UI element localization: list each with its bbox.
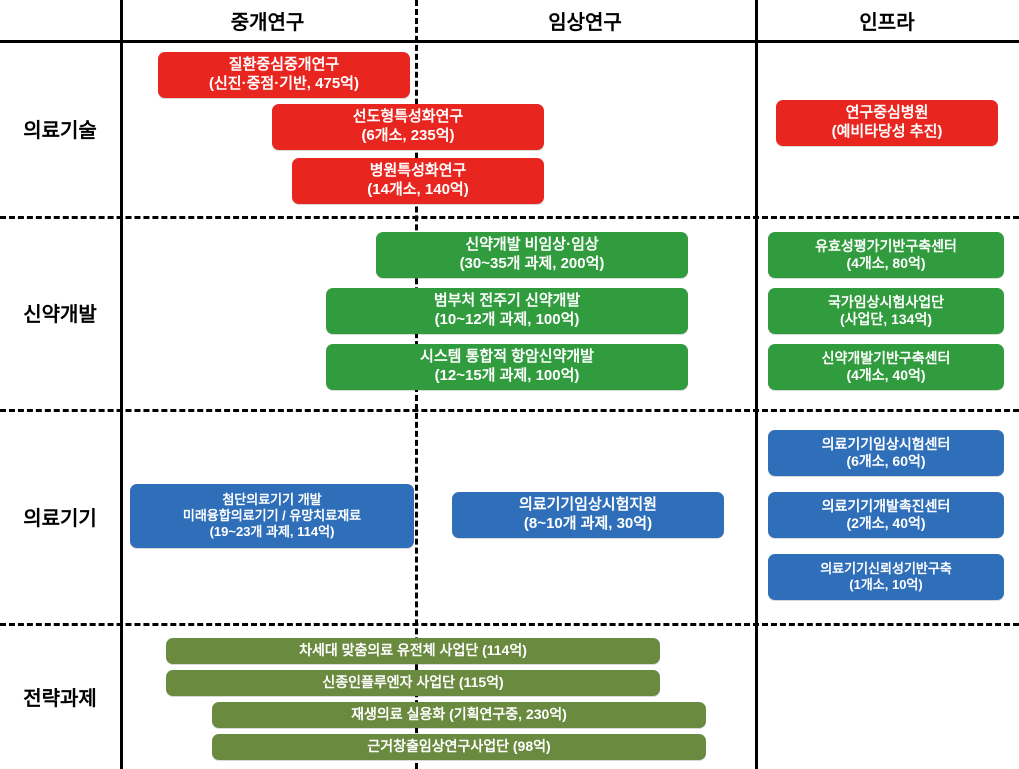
row-label-r4: 전략과제: [0, 623, 120, 769]
box-line: (4개소, 80억): [846, 255, 925, 273]
box-b06: 범부처 전주기 신약개발(10~12개 과제, 100억): [326, 288, 688, 334]
box-b17: 신종인플루엔자 사업단 (115억): [166, 670, 660, 696]
box-b13: 의료기기임상시험센터(6개소, 60억): [768, 430, 1004, 476]
box-b07: 시스템 통합적 항암신약개발(12~15개 과제, 100억): [326, 344, 688, 390]
box-line: (신진·중점·기반, 475억): [209, 75, 359, 94]
box-line: 근거창출임상연구사업단 (98억): [367, 738, 550, 756]
box-line: 차세대 맞춤의료 유전체 사업단 (114억): [299, 642, 527, 660]
box-line: (10~12개 과제, 100억): [435, 311, 580, 330]
row-label-r1: 의료기술: [0, 40, 120, 216]
box-b01: 질환중심중개연구(신진·중점·기반, 475억): [158, 52, 410, 98]
box-line: (6개소, 235억): [361, 127, 454, 146]
box-line: 국가임상시험사업단: [828, 294, 944, 312]
box-line: (12~15개 과제, 100억): [435, 367, 580, 386]
box-line: 신종인플루엔자 사업단 (115억): [322, 674, 503, 692]
grid-hline: [0, 40, 1019, 43]
box-line: 미래융합의료기기 / 유망치료재료: [183, 508, 361, 524]
col-header-c2: 임상연구: [415, 0, 755, 40]
box-line: (6개소, 60억): [846, 453, 925, 471]
box-line: 재생의료 실용화 (기획연구중, 230억): [351, 706, 567, 724]
box-line: (2개소, 40억): [846, 515, 925, 533]
box-b09: 국가임상시험사업단(사업단, 134억): [768, 288, 1004, 334]
box-line: 병원특성화연구: [370, 162, 467, 181]
row-label-r3: 의료기기: [0, 409, 120, 623]
box-line: 범부처 전주기 신약개발: [434, 292, 580, 311]
grid-hline: [0, 409, 1019, 412]
row-label-r2: 신약개발: [0, 216, 120, 409]
box-line: (4개소, 40억): [846, 367, 925, 385]
box-b15: 의료기기신뢰성기반구축(1개소, 10억): [768, 554, 1004, 600]
box-line: (1개소, 10억): [849, 577, 922, 593]
box-line: 시스템 통합적 항암신약개발: [420, 348, 594, 367]
matrix-grid: 중개연구 임상연구 인프라 의료기술 신약개발 의료기기 전략과제 질환중심중개…: [0, 0, 1019, 769]
box-line: 질환중심중개연구: [229, 56, 339, 75]
box-b04: 연구중심병원(예비타당성 추진): [776, 100, 998, 146]
col-header-c1: 중개연구: [120, 0, 415, 40]
box-b03: 병원특성화연구(14개소, 140억): [292, 158, 544, 204]
box-b16: 차세대 맞춤의료 유전체 사업단 (114억): [166, 638, 660, 664]
box-b10: 신약개발기반구축센터(4개소, 40억): [768, 344, 1004, 390]
box-line: 의료기기개발촉진센터: [822, 498, 951, 516]
box-b18: 재생의료 실용화 (기획연구중, 230억): [212, 702, 706, 728]
box-line: 유효성평가기반구축센터: [815, 238, 957, 256]
box-b05: 신약개발 비임상·임상(30~35개 과제, 200억): [376, 232, 688, 278]
box-line: 신약개발 비임상·임상: [465, 236, 598, 255]
box-line: (30~35개 과제, 200억): [460, 255, 605, 274]
grid-hline: [0, 623, 1019, 626]
box-b14: 의료기기개발촉진센터(2개소, 40억): [768, 492, 1004, 538]
box-line: (19~23개 과제, 114억): [210, 524, 335, 540]
box-line: (사업단, 134억): [840, 311, 932, 329]
box-b02: 선도형특성화연구(6개소, 235억): [272, 104, 544, 150]
box-line: 첨단의료기기 개발: [222, 492, 321, 508]
box-line: (예비타당성 추진): [832, 123, 943, 142]
box-b08: 유효성평가기반구축센터(4개소, 80억): [768, 232, 1004, 278]
box-b12: 의료기기임상시험지원(8~10개 과제, 30억): [452, 492, 724, 538]
grid-vline: [755, 0, 758, 769]
box-b19: 근거창출임상연구사업단 (98억): [212, 734, 706, 760]
box-line: 연구중심병원: [846, 104, 929, 123]
box-line: 의료기기신뢰성기반구축: [820, 561, 952, 577]
box-line: 의료기기임상시험지원: [519, 496, 657, 515]
box-line: (8~10개 과제, 30억): [524, 515, 652, 534]
grid-vline: [120, 0, 123, 769]
box-line: 선도형특성화연구: [353, 108, 463, 127]
box-line: 신약개발기반구축센터: [822, 350, 951, 368]
box-line: 의료기기임상시험센터: [822, 436, 951, 454]
grid-hline: [0, 216, 1019, 219]
box-line: (14개소, 140억): [367, 181, 468, 200]
box-b11: 첨단의료기기 개발미래융합의료기기 / 유망치료재료(19~23개 과제, 11…: [130, 484, 414, 548]
col-header-c3: 인프라: [755, 0, 1019, 40]
